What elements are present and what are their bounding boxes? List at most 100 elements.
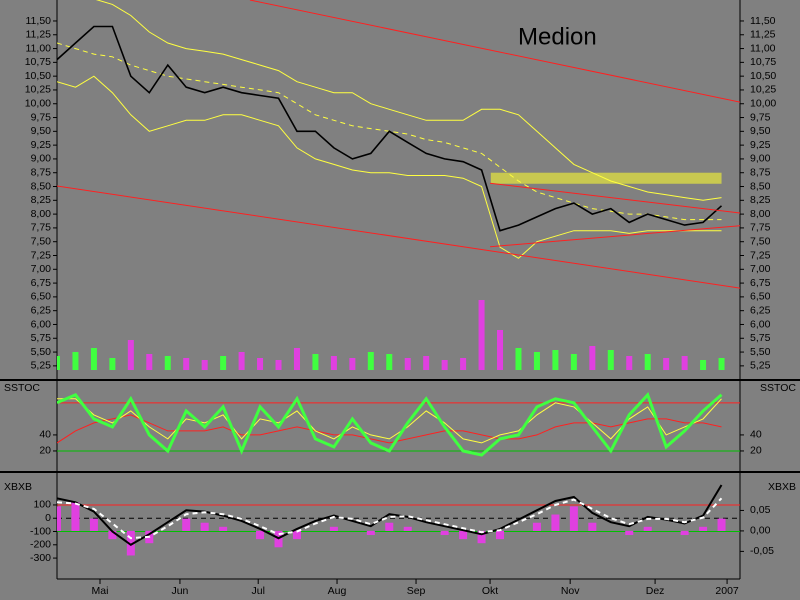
y2-tick-label: 0,05 [750, 504, 771, 516]
volume-bar [330, 356, 337, 370]
y-tick-label: 5,75 [31, 332, 52, 344]
panel-label: SSTOC [4, 382, 40, 394]
x-tick-label: Dez [646, 585, 665, 597]
line-series [57, 398, 722, 444]
volume-bar [404, 358, 411, 370]
histogram-bar [200, 522, 209, 531]
y-tick-label: 10,50 [750, 70, 776, 82]
y-tick-label: -200 [30, 539, 51, 551]
line-series [57, 185, 740, 289]
histogram-bar [126, 530, 135, 556]
y-tick-label: 6,00 [750, 318, 771, 330]
line-series [57, 25, 723, 232]
volume-bar [293, 348, 300, 370]
y-tick-label: 5,50 [750, 346, 771, 358]
panel-label: SSTOC [760, 382, 796, 394]
volume-bar [681, 356, 688, 370]
y-tick-label: 8,25 [31, 194, 52, 206]
histogram-bar [71, 502, 80, 531]
histogram-bar [496, 530, 505, 540]
x-tick-label: Jul [251, 585, 264, 597]
y-tick-label: 6,25 [750, 304, 771, 316]
histogram-bar [477, 530, 486, 544]
histogram-bar [680, 530, 689, 536]
y-tick-label: 100 [33, 499, 51, 511]
chart-title: Medion [518, 23, 597, 50]
y-tick-label: 6,75 [750, 277, 771, 289]
y-tick-label: 10,00 [750, 98, 776, 110]
line-series [490, 225, 740, 248]
volume-bar [700, 360, 707, 370]
y2-tick-label: 0,00 [750, 525, 771, 537]
x-tick-label: Nov [561, 585, 580, 597]
y-tick-label: 9,00 [31, 153, 52, 165]
line-series [95, 0, 722, 201]
y-tick-label: -100 [30, 525, 51, 537]
volume-bar [607, 350, 614, 370]
y-tick-label: 8,75 [31, 167, 52, 179]
panel [57, 0, 740, 370]
volume-bar [109, 358, 116, 370]
histogram-bar [440, 530, 449, 536]
volume-bar [663, 358, 670, 370]
volume-bar [626, 356, 633, 370]
y-tick-label: 9,25 [31, 139, 52, 151]
y-tick-label: 6,00 [31, 318, 52, 330]
histogram-bar [625, 530, 634, 536]
histogram-bar [182, 518, 191, 531]
y-tick-label: 5,25 [31, 360, 52, 372]
y-tick-label: 11,00 [750, 42, 776, 54]
panel-label: XBXB [768, 481, 796, 493]
panel [57, 484, 740, 556]
volume-bar [238, 352, 245, 370]
y-tick-label: 7,50 [31, 235, 52, 247]
histogram-bar [569, 506, 578, 531]
x-tick-label: 2007 [715, 585, 739, 597]
y-tick-label: 40 [750, 429, 762, 441]
y-tick-label: 5,25 [750, 360, 771, 372]
volume-bar [57, 356, 60, 370]
volume-bar [570, 354, 577, 370]
y-tick-label: 7,25 [31, 249, 52, 261]
volume-bar [72, 352, 79, 370]
volume-bar [90, 348, 97, 370]
histogram-bar [532, 522, 541, 531]
volume-bar [478, 300, 485, 370]
y-tick-label: 11,00 [26, 42, 52, 54]
histogram-bar [219, 526, 228, 531]
histogram-bar [459, 530, 468, 540]
y-tick-label: 9,75 [31, 111, 52, 123]
y-tick-label: 8,75 [750, 167, 771, 179]
volume-bar [183, 358, 190, 370]
y-tick-label: 7,50 [750, 235, 771, 247]
y-tick-label: 11,50 [26, 15, 52, 27]
line-series [57, 484, 723, 546]
histogram-bar [588, 522, 597, 531]
volume-bar [515, 348, 522, 370]
y2-tick-label: -0,05 [750, 545, 774, 557]
histogram-bar [403, 526, 412, 531]
volume-bar [441, 360, 448, 370]
y-tick-label: 8,00 [31, 208, 52, 220]
x-tick-label: Sep [407, 585, 426, 597]
panel-label: XBXB [4, 481, 32, 493]
histogram-bar [329, 526, 338, 531]
line-series [57, 75, 722, 259]
x-tick-label: Mai [92, 585, 109, 597]
y-tick-label: 20 [750, 445, 762, 457]
volume-bar [127, 340, 134, 370]
y-tick-label: 7,00 [750, 263, 771, 275]
volume-bar [718, 358, 725, 370]
x-tick-label: Okt [482, 585, 498, 597]
y-tick-label: 8,00 [750, 208, 771, 220]
y-tick-label: 6,75 [31, 277, 52, 289]
y-tick-label: 9,25 [750, 139, 771, 151]
y-tick-label: 7,25 [750, 249, 771, 261]
y-tick-label: 7,75 [31, 222, 52, 234]
histogram-bar [717, 518, 726, 531]
y-tick-label: 5,75 [750, 332, 771, 344]
y-tick-label: 10,25 [25, 84, 51, 96]
volume-bar [312, 354, 319, 370]
